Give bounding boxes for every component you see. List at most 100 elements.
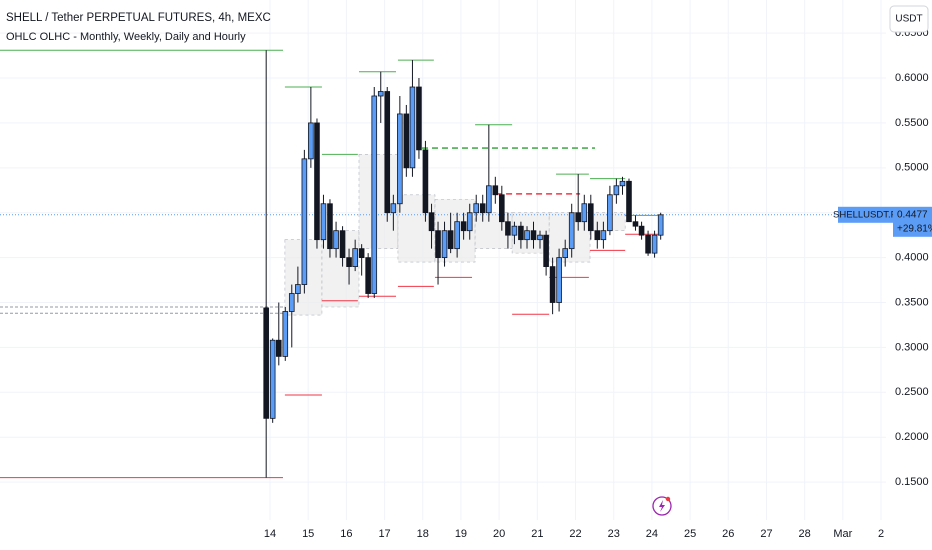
x-tick-label: 24 [646, 528, 658, 540]
candle-body [263, 307, 269, 419]
candle-body [447, 230, 454, 250]
candle-body [409, 86, 416, 169]
candle-body [295, 284, 301, 294]
candle-body [651, 234, 658, 254]
candle-body [499, 194, 505, 223]
candle-body [346, 257, 352, 267]
x-tick-label: 22 [569, 528, 581, 540]
candle-body [288, 293, 295, 312]
y-tick-label: 0.3000 [895, 341, 929, 353]
candle-body [549, 266, 556, 303]
candle-body [479, 203, 486, 214]
candle-body [422, 149, 429, 214]
candle-body [505, 221, 511, 236]
indicator-name: OHLC OLHC - Monthly, Weekly, Daily and H… [6, 31, 246, 43]
x-tick-label: 2 [878, 528, 884, 540]
x-tick-label: 28 [799, 528, 811, 540]
x-tick-label: Mar [833, 528, 852, 540]
candle-body [581, 203, 588, 223]
plot-background [0, 0, 886, 520]
candle-body [556, 257, 562, 303]
candle-body [543, 234, 549, 267]
x-tick-label: 23 [608, 528, 620, 540]
x-tick-label: 14 [264, 528, 276, 540]
y-tick-label: 0.1500 [895, 476, 929, 488]
y-tick-label: 0.2000 [895, 431, 929, 443]
candle-body [314, 122, 320, 241]
y-tick-label: 0.5500 [895, 117, 929, 129]
x-tick-label: 16 [340, 528, 352, 540]
candle-body [568, 212, 575, 250]
candle-body [530, 230, 537, 241]
candle-body [587, 203, 594, 232]
candle-body [384, 91, 391, 214]
y-tick-label: 0.4000 [895, 252, 929, 264]
candle-body [435, 230, 441, 259]
candle-body [333, 230, 339, 250]
candle-body [619, 180, 626, 187]
x-tick-label: 27 [760, 528, 772, 540]
x-tick-label: 17 [378, 528, 390, 540]
candle-body [301, 158, 308, 285]
candle-body [524, 230, 530, 241]
candle-body [352, 248, 358, 267]
candle-body [638, 225, 645, 236]
plot-marks [0, 49, 886, 479]
candle-body [607, 194, 613, 232]
candle-body [397, 113, 403, 205]
x-tick-label: 25 [684, 528, 696, 540]
candle-body [626, 180, 632, 223]
change-label: +29.81% [897, 223, 932, 234]
candle-body [492, 185, 499, 196]
candle-body [466, 212, 473, 232]
x-tick-label: 26 [722, 528, 734, 540]
symbol-label: SHELLUSDT.P [833, 209, 897, 220]
x-tick-label: 20 [493, 528, 505, 540]
y-tick-label: 0.6000 [895, 72, 929, 84]
candle-body [416, 86, 422, 151]
candle-body [645, 234, 651, 254]
currency-button-label[interactable]: USDT [895, 14, 922, 25]
range-box [358, 154, 399, 249]
candle-body [327, 203, 333, 250]
candle-body [441, 230, 448, 259]
x-tick-label: 15 [302, 528, 314, 540]
candle-body [613, 185, 620, 196]
flash-icon [652, 496, 672, 516]
candle-body [486, 185, 492, 214]
candle-body [657, 214, 664, 236]
candle-body [377, 91, 384, 97]
candle-body [403, 113, 410, 169]
y-tick-label: 0.2500 [895, 386, 929, 398]
candle-body [537, 234, 543, 241]
candle-body [575, 212, 581, 223]
candle-body [600, 230, 607, 241]
candle-body [320, 203, 327, 241]
candle-body [365, 257, 371, 294]
time-axis-bg [0, 520, 932, 550]
y-tick-label: 0.3500 [895, 296, 929, 308]
candle-body [371, 95, 378, 294]
candle-body [269, 339, 276, 419]
candle-body [275, 339, 282, 357]
x-tick-label: 18 [417, 528, 429, 540]
candle-body [473, 203, 480, 214]
x-tick-label: 21 [531, 528, 543, 540]
y-tick-label: 0.5000 [895, 162, 929, 174]
price-axis-bg [886, 0, 932, 520]
last-price-label: 0.4477 [897, 209, 928, 220]
candle-body [632, 221, 639, 227]
candle-body [282, 311, 289, 357]
x-tick-label: 19 [455, 528, 467, 540]
chart-title: SHELL / Tether PERPETUAL FUTURES, 4h, ME… [6, 12, 271, 24]
currency-button[interactable] [889, 5, 929, 33]
symbol-label-bg [838, 206, 893, 223]
candle-body [594, 230, 601, 241]
candle-body [358, 248, 365, 259]
candle-body [308, 122, 314, 160]
candle-body [562, 248, 569, 259]
candle-body [339, 230, 346, 259]
